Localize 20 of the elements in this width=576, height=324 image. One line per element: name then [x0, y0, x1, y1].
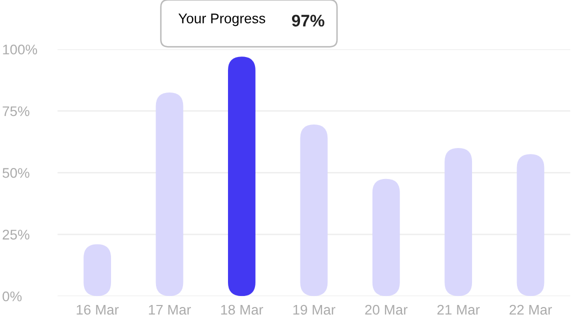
bar [156, 92, 184, 296]
bar [372, 178, 400, 296]
x-tick-label: 16 Mar [76, 304, 119, 315]
annotation: Your Progress [178, 14, 266, 26]
bar [300, 124, 328, 296]
x-tick-label: 21 Mar [437, 304, 480, 315]
x-tick-label: 19 Mar [293, 304, 336, 315]
y-tick-label: 75% [2, 106, 30, 116]
x-tick-label: 18 Mar [221, 304, 264, 315]
bar [228, 56, 256, 296]
bar [444, 148, 472, 296]
x-tick-label: 20 Mar [365, 304, 408, 315]
y-tick-label: 0% [2, 291, 22, 302]
x-tick-label: 17 Mar [148, 304, 191, 315]
bar [516, 154, 544, 296]
y-tick-label: 25% [2, 230, 30, 240]
text: 97% [292, 14, 324, 27]
y-tick-label: 50% [2, 168, 30, 178]
x-tick-label: 22 Mar [510, 304, 552, 315]
y-tick-label: 100% [3, 44, 38, 54]
